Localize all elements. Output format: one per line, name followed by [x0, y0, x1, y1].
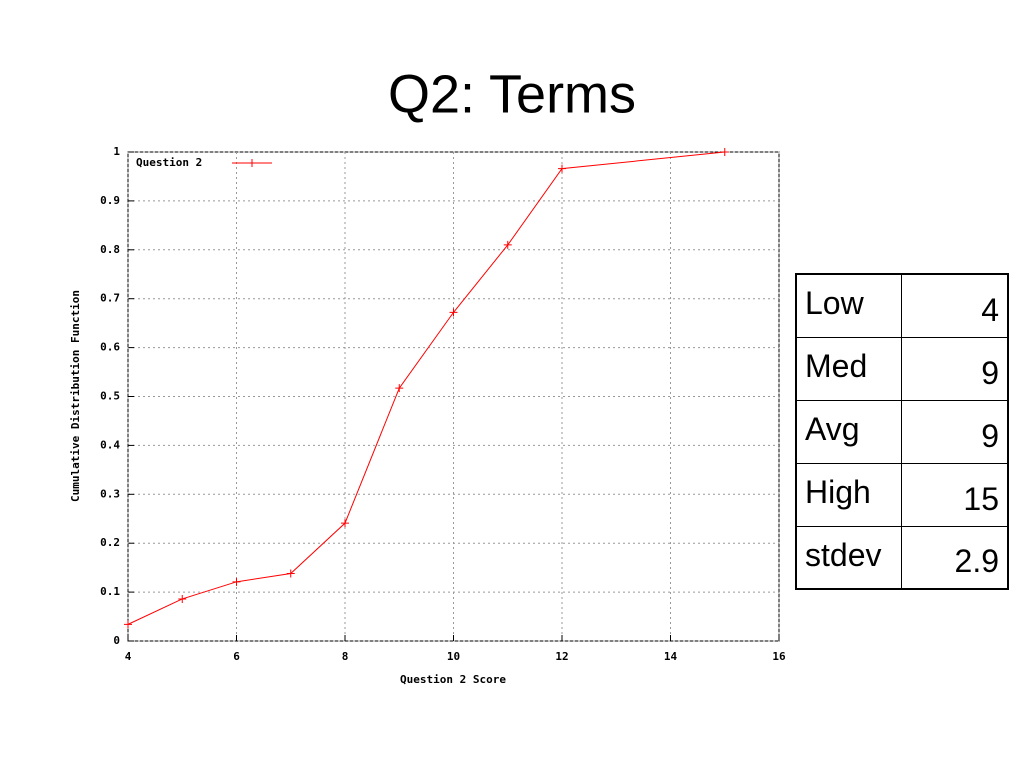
stats-table: Low 4 Med 9 Avg 9 High 15 stdev 2.9: [795, 273, 1009, 590]
point-marker: [395, 384, 404, 393]
y-tick-label: 0.8: [100, 243, 120, 256]
x-axis-label: Question 2 Score: [400, 673, 506, 686]
x-tick-label: 10: [447, 650, 460, 663]
table-row: stdev 2.9: [795, 525, 1009, 590]
stat-label: Avg: [795, 399, 902, 464]
point-marker: [558, 164, 566, 173]
table-row: Avg 9: [795, 399, 1009, 464]
y-tick-label: 0.4: [100, 438, 120, 451]
chart-title: Q2: Terms: [388, 64, 636, 124]
y-tick-label: 0: [113, 634, 120, 647]
stat-label: High: [795, 462, 902, 527]
line: [127, 151, 725, 625]
point-marker: [449, 308, 458, 317]
table-row: Low 4: [795, 273, 1009, 338]
x-tick-label: 8: [342, 650, 349, 663]
stat-label: Med: [795, 336, 902, 401]
stat-value: 2.9: [900, 525, 1009, 590]
y-tick-label: 0.5: [100, 390, 120, 403]
x-tick-label: 4: [125, 650, 132, 663]
y-tick-label: 0.9: [100, 194, 120, 207]
point-marker: [720, 148, 729, 156]
x-tick-label: 16: [772, 650, 786, 663]
stat-label: Low: [795, 273, 902, 338]
legend-swatch-marker: [248, 159, 256, 167]
point-marker: [178, 594, 187, 603]
x-tick-label: 14: [664, 650, 678, 663]
y-tick-label: 0.3: [100, 487, 120, 500]
x-tick-label: 6: [233, 650, 240, 663]
stat-value: 9: [900, 336, 1009, 401]
point-marker: [232, 577, 241, 586]
y-axis-label: Cumulative Distribution Function: [69, 290, 82, 502]
y-tick-label: 0.7: [100, 292, 120, 305]
point-marker: [341, 519, 349, 528]
y-tick-label: 0.6: [100, 341, 120, 354]
stat-value: 9: [900, 399, 1009, 464]
table-row: Med 9: [795, 336, 1009, 401]
y-tick-label: 0.2: [100, 536, 120, 549]
point-marker: [286, 569, 295, 578]
y-tick-label: 0.1: [100, 585, 120, 598]
point-marker: [124, 620, 132, 629]
x-tick-label: 12: [555, 650, 568, 663]
table-row: High 15: [795, 462, 1009, 527]
stat-value: 15: [900, 462, 1009, 527]
stat-label: stdev: [795, 525, 902, 590]
point-marker: [503, 240, 512, 249]
y-tick-label: 1: [113, 145, 120, 158]
legend-label: Question 2: [136, 156, 202, 169]
stat-value: 4: [900, 273, 1009, 338]
